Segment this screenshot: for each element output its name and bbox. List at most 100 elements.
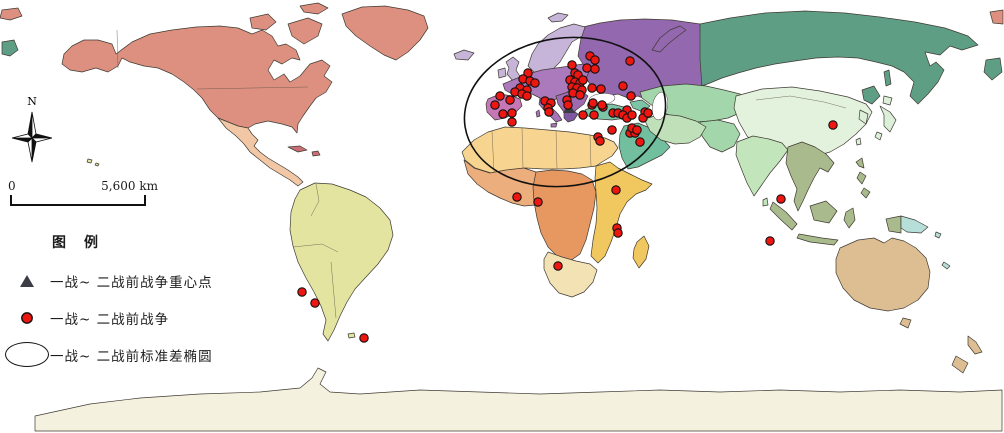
- region-borneo: [809, 200, 838, 224]
- region-india: [735, 135, 789, 197]
- war-point: [495, 91, 505, 101]
- war-point: [530, 78, 540, 88]
- legend-item-label: 一战~ 二战前战争重心点: [50, 274, 213, 291]
- region-mexico-central-america: [217, 117, 304, 187]
- war-point: [563, 100, 573, 110]
- region-north-america: [61, 25, 333, 134]
- war-point: [578, 110, 588, 120]
- region-honshu: [879, 105, 897, 133]
- war-point-dot-icon: [4, 310, 50, 326]
- scale-bar: 0 5,600 km: [8, 179, 166, 206]
- border-alaska: [116, 29, 119, 69]
- region-afghanistan-pakistan: [699, 119, 741, 153]
- region-cuba: [287, 145, 308, 153]
- border-sahara: [491, 127, 592, 173]
- war-point: [588, 98, 598, 108]
- region-sakhalin: [883, 69, 892, 87]
- region-taiwan: [855, 137, 862, 146]
- war-point: [765, 236, 775, 246]
- region-wrap-w: [1, 39, 19, 57]
- region-hawaii: [86, 158, 100, 167]
- war-point: [613, 228, 623, 238]
- legend-item-label: 一战~ 二战前标准差椭圆: [50, 348, 213, 365]
- war-point: [596, 84, 606, 94]
- border-mongolia: [755, 95, 847, 109]
- region-tasmania: [899, 317, 912, 329]
- std-deviational-ellipse: [463, 36, 667, 188]
- region-madagascar: [632, 235, 650, 269]
- region-chukotka-wrap: [983, 57, 1003, 81]
- region-greenland: [341, 5, 429, 61]
- war-point: [359, 333, 369, 343]
- war-point: [635, 137, 645, 147]
- war-center-triangle-icon: [4, 274, 50, 288]
- war-point: [590, 55, 600, 65]
- border-us-canada: [196, 86, 309, 90]
- scale-start-label: 0: [8, 179, 16, 193]
- war-point: [611, 185, 621, 195]
- caspian-sea: [651, 91, 669, 121]
- region-victoria-island: [249, 13, 277, 31]
- scale-end-label: 5,600 km: [101, 179, 158, 193]
- war-point: [310, 298, 320, 308]
- region-philippines: [855, 157, 871, 199]
- region-falklands: [347, 332, 356, 339]
- war-point: [625, 56, 635, 66]
- war-point: [626, 91, 636, 101]
- region-ireland: [497, 67, 507, 79]
- war-point: [589, 110, 599, 120]
- scale-bracket: [10, 195, 146, 206]
- north-arrow-label: N: [27, 95, 37, 108]
- war-point: [607, 125, 617, 135]
- region-sardinia: [535, 109, 541, 118]
- region-russia-siberia: [699, 10, 979, 105]
- region-iceland: [453, 49, 475, 61]
- war-analysis-layer: [297, 36, 838, 343]
- region-antarctica: [34, 367, 1003, 432]
- region-baffin: [287, 17, 323, 45]
- war-point: [828, 120, 838, 130]
- region-south-america: [289, 182, 394, 342]
- region-kyushu: [874, 131, 883, 141]
- war-point: [575, 90, 585, 100]
- region-australia: [835, 237, 931, 312]
- legend-item-label: 一战~ 二战前战争: [50, 311, 170, 328]
- legend-item-std-ellipse: 一战~ 二战前标准差椭圆: [4, 336, 304, 373]
- war-point: [490, 100, 500, 110]
- region-novaya-zemlya: [651, 25, 687, 53]
- region-korea: [858, 109, 869, 125]
- war-point: [578, 75, 588, 85]
- region-central-africa: [532, 169, 597, 262]
- war-point: [507, 108, 517, 118]
- border-sa-2: [292, 243, 339, 253]
- region-png-east: [900, 215, 929, 234]
- region-png-west: [885, 215, 902, 234]
- region-melanesia-islands: [934, 231, 951, 270]
- border-sa-3: [330, 261, 337, 319]
- north-arrow-icon: N: [11, 95, 53, 163]
- war-point: [544, 107, 554, 117]
- war-point: [498, 109, 508, 119]
- war-point: [533, 197, 543, 207]
- region-sumatra: [769, 201, 798, 231]
- legend-title: 图 例: [52, 235, 100, 251]
- std-ellipse-icon: [4, 342, 50, 367]
- war-point: [590, 64, 600, 74]
- region-primorye: [861, 85, 881, 105]
- war-point: [595, 136, 605, 146]
- war-point: [587, 83, 597, 93]
- region-wrap-nw: [0, 7, 23, 21]
- war-point: [632, 125, 642, 135]
- region-sri-lanka: [762, 197, 769, 207]
- war-point: [553, 261, 563, 271]
- war-point: [507, 117, 517, 127]
- war-point: [643, 108, 653, 118]
- border-sa-1: [310, 183, 320, 217]
- region-java: [796, 233, 839, 246]
- war-point: [567, 60, 577, 70]
- legend: 图 例 一战~ 二战前战争重心点 一战~ 二战前战争 一战~ 二战前标准差椭圆: [4, 232, 304, 373]
- region-svalbard: [547, 12, 569, 23]
- war-point: [618, 81, 628, 91]
